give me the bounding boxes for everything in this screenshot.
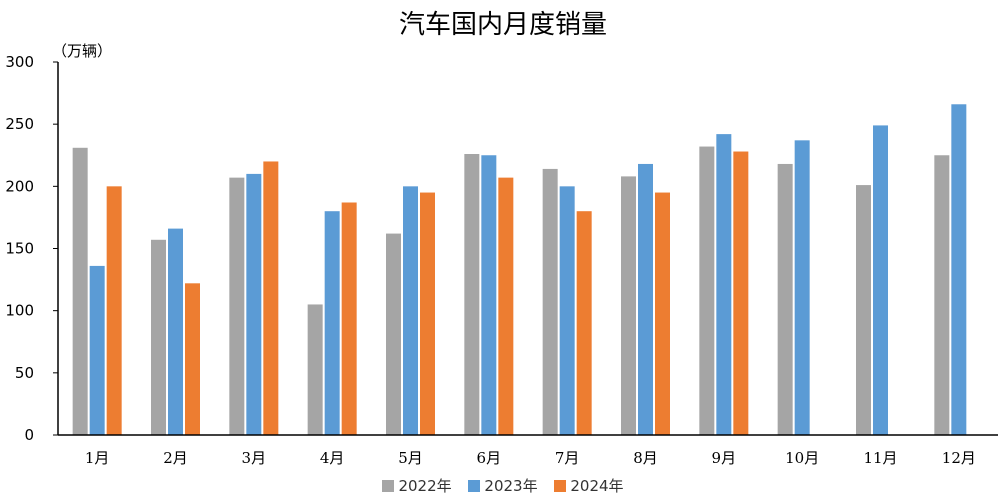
bar-2022年-1月	[72, 147, 88, 436]
bar-2022年-2月	[151, 239, 166, 435]
legend-item-2024: 2024年	[554, 475, 624, 496]
bar-2023年-8月	[638, 163, 653, 435]
bar-2024年-6月	[498, 177, 514, 435]
x-tick-label: 1月	[85, 449, 110, 467]
bar-2022年-10月	[777, 163, 793, 435]
bar-2022年-7月	[542, 168, 558, 435]
x-tick-label: 7月	[555, 449, 580, 467]
bar-2023年-7月	[559, 186, 575, 435]
x-tick-label: 8月	[633, 449, 658, 467]
y-tick-label: 300	[5, 53, 34, 71]
bar-2024年-7月	[576, 211, 592, 435]
legend-item-2022: 2022年	[382, 475, 452, 496]
bar-2023年-3月	[246, 173, 262, 435]
x-tick-label: 5月	[398, 449, 423, 467]
y-tick-label: 0	[24, 426, 34, 444]
bar-2024年-1月	[106, 186, 122, 435]
legend-label-2023: 2023年	[484, 477, 538, 495]
bar-2024年-3月	[263, 161, 279, 435]
legend-label-2022: 2022年	[398, 477, 452, 495]
bar-2023年-2月	[168, 228, 183, 435]
bar-2023年-5月	[403, 186, 418, 435]
y-tick-label: 200	[5, 177, 34, 195]
bar-2022年-3月	[229, 177, 245, 435]
bar-2023年-10月	[794, 140, 810, 435]
y-tick-label: 100	[5, 302, 34, 320]
y-tick-label: 250	[5, 115, 34, 133]
bar-2022年-12月	[934, 155, 950, 435]
x-tick-label: 3月	[242, 449, 267, 467]
bar-2022年-11月	[856, 185, 871, 435]
legend-swatch-2024	[554, 479, 567, 492]
bar-2022年-8月	[621, 176, 636, 436]
chart-title: 汽车国内月度销量	[398, 10, 607, 40]
bar-2023年-9月	[716, 134, 732, 435]
x-tick-label: 11月	[863, 449, 897, 467]
bar-2023年-11月	[873, 125, 888, 435]
x-tick-label: 6月	[477, 449, 502, 467]
x-tick-label: 12月	[942, 449, 976, 467]
bar-2023年-4月	[324, 211, 340, 435]
bar-2023年-12月	[951, 104, 967, 436]
x-tick-label: 2月	[163, 449, 188, 467]
legend-swatch-2023	[468, 479, 481, 492]
bar-2024年-4月	[341, 202, 357, 435]
bar-2022年-5月	[386, 233, 401, 435]
y-axis-unit-label: （万辆）	[52, 42, 113, 60]
bar-2024年-8月	[655, 192, 670, 435]
bar-2023年-6月	[481, 155, 497, 435]
y-tick-label: 50	[15, 364, 34, 382]
bar-2023年-1月	[89, 265, 105, 435]
bar-2024年-9月	[733, 151, 749, 435]
bar-2024年-2月	[185, 283, 200, 435]
y-tick-label: 150	[5, 240, 34, 258]
legend-item-2023: 2023年	[468, 475, 538, 496]
legend-swatch-2022	[382, 479, 395, 492]
bar-2022年-4月	[307, 304, 323, 435]
legend-label-2024: 2024年	[570, 477, 624, 495]
x-tick-label: 4月	[320, 449, 345, 467]
chart-legend: 2022年 2023年 2024年	[0, 475, 1006, 496]
bar-2024年-5月	[420, 192, 435, 435]
bar-2022年-6月	[464, 154, 480, 436]
bar-2022年-9月	[699, 146, 715, 435]
x-tick-label: 9月	[712, 449, 737, 467]
x-tick-label: 10月	[785, 449, 819, 467]
